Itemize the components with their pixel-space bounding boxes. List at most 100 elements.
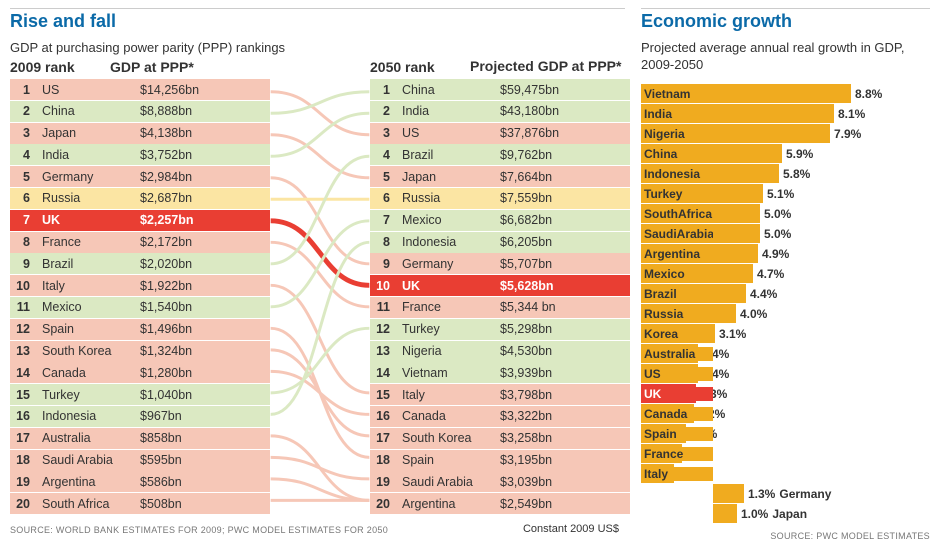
rank-number: 16 <box>10 409 36 423</box>
country-name: Canada <box>396 409 496 423</box>
country-name: Mexico <box>36 300 136 314</box>
gdp-value: $595bn <box>136 453 270 467</box>
rank-row-2009: 20South Africa$508bn <box>10 493 270 514</box>
country-name: Australia <box>36 431 136 445</box>
growth-row: Australia2.4% <box>641 344 930 364</box>
rank-number: 20 <box>10 497 36 511</box>
gdp-value: $2,549bn <box>496 497 630 511</box>
rank-number: 8 <box>370 235 396 249</box>
gdp-value: $6,205bn <box>496 235 630 249</box>
growth-country: Australia <box>641 347 713 361</box>
growth-row: SouthAfrica5.0% <box>641 204 930 224</box>
rank-row-2009: 8France$2,172bn <box>10 232 270 253</box>
country-name: Russia <box>36 191 136 205</box>
rank-number: 15 <box>370 388 396 402</box>
country-name: Nigeria <box>396 344 496 358</box>
rank-row-2050: 18Spain$3,195bn <box>370 450 630 471</box>
country-name: Russia <box>396 191 496 205</box>
gdp-value: $1,540bn <box>136 300 270 314</box>
rank-number: 1 <box>10 83 36 97</box>
growth-row: Nigeria7.9% <box>641 124 930 144</box>
growth-country: Mexico <box>641 267 713 281</box>
country-name: Spain <box>36 322 136 336</box>
gdp-value: $5,628bn <box>496 279 630 293</box>
rank-number: 15 <box>10 388 36 402</box>
gdp-value: $4,530bn <box>496 344 630 358</box>
country-name: Spain <box>396 453 496 467</box>
economic-growth-panel: Economic growth Projected average annual… <box>635 0 940 537</box>
rank-number: 18 <box>10 453 36 467</box>
gdp-value: $2,984bn <box>136 170 270 184</box>
country-name: Italy <box>396 388 496 402</box>
growth-country: Turkey <box>641 187 713 201</box>
rank-row-2009: 2China$8,888bn <box>10 101 270 122</box>
rank-row-2009: 10Italy$1,922bn <box>10 275 270 296</box>
gdp-value: $37,876bn <box>496 126 630 140</box>
country-name: Argentina <box>396 497 496 511</box>
gdp-value: $7,559bn <box>496 191 630 205</box>
gdp-value: $3,322bn <box>496 409 630 423</box>
rank-row-2050: 10UK$5,628bn <box>370 275 630 296</box>
gdp-value: $3,798bn <box>496 388 630 402</box>
rank-number: 6 <box>10 191 36 205</box>
rank-number: 4 <box>10 148 36 162</box>
growth-row: Mexico4.7% <box>641 264 930 284</box>
rank-row-2009: 18Saudi Arabia$595bn <box>10 450 270 471</box>
rank-number: 14 <box>10 366 36 380</box>
rank-number: 13 <box>10 344 36 358</box>
right-title: Economic growth <box>641 8 930 32</box>
country-name: South Korea <box>396 431 496 445</box>
gdp-value: $5,344 bn <box>496 300 630 314</box>
country-name: Turkey <box>396 322 496 336</box>
growth-row: 1.3%Germany <box>641 484 930 504</box>
rank-row-2050: 1China$59,475bn <box>370 79 630 100</box>
country-name: India <box>396 104 496 118</box>
gdp-value: $2,172bn <box>136 235 270 249</box>
growth-row: 1.0%Japan <box>641 504 930 524</box>
country-name: Saudi Arabia <box>36 453 136 467</box>
growth-country: UK <box>641 387 713 401</box>
country-name: Argentina <box>36 475 136 489</box>
left-subtitle: GDP at purchasing power parity (PPP) ran… <box>10 40 625 55</box>
rank-row-2009: 11Mexico$1,540bn <box>10 297 270 318</box>
growth-row: Vietnam8.8% <box>641 84 930 104</box>
growth-country: Korea <box>641 327 713 341</box>
country-name: Italy <box>36 279 136 293</box>
rank-number: 13 <box>370 344 396 358</box>
growth-country: Spain <box>641 427 713 441</box>
growth-country: Russia <box>641 307 713 321</box>
col-2050: 2050 rank Projected GDP at PPP* 1China$5… <box>370 59 630 515</box>
country-name: Germany <box>396 257 496 271</box>
country-name: France <box>36 235 136 249</box>
rank-number: 10 <box>10 279 36 293</box>
rank-row-2009: 6Russia$2,687bn <box>10 188 270 209</box>
rank-row-2050: 15Italy$3,798bn <box>370 384 630 405</box>
country-name: UK <box>396 279 496 293</box>
rank-number: 1 <box>370 83 396 97</box>
rank-number: 17 <box>10 431 36 445</box>
growth-bars: Vietnam8.8%India8.1%Nigeria7.9%China5.9%… <box>641 84 930 524</box>
gdp-value: $2,257bn <box>136 213 270 227</box>
rank-number: 7 <box>10 213 36 227</box>
rank-number: 4 <box>370 148 396 162</box>
rows-2050: 1China$59,475bn2India$43,180bn3US$37,876… <box>370 79 630 514</box>
left-title: Rise and fall <box>10 8 625 32</box>
rank-number: 8 <box>10 235 36 249</box>
rank-number: 20 <box>370 497 396 511</box>
rank-number: 18 <box>370 453 396 467</box>
growth-country: Canada <box>641 407 713 421</box>
growth-country: Argentina <box>641 247 713 261</box>
growth-country: US <box>641 367 713 381</box>
head-2009-gdp: GDP at PPP* <box>110 59 270 75</box>
growth-bar <box>713 484 744 503</box>
growth-row: Korea3.1% <box>641 324 930 344</box>
rank-number: 2 <box>370 104 396 118</box>
growth-row: Canada2.2% <box>641 404 930 424</box>
country-name: Japan <box>396 170 496 184</box>
growth-bar-wrap: 1.3%Germany <box>713 484 930 503</box>
rank-number: 2 <box>10 104 36 118</box>
growth-value: 1.0% <box>741 507 768 521</box>
rank-row-2050: 17South Korea$3,258bn <box>370 428 630 449</box>
country-name: Japan <box>36 126 136 140</box>
growth-country: SouthAfrica <box>641 207 713 221</box>
